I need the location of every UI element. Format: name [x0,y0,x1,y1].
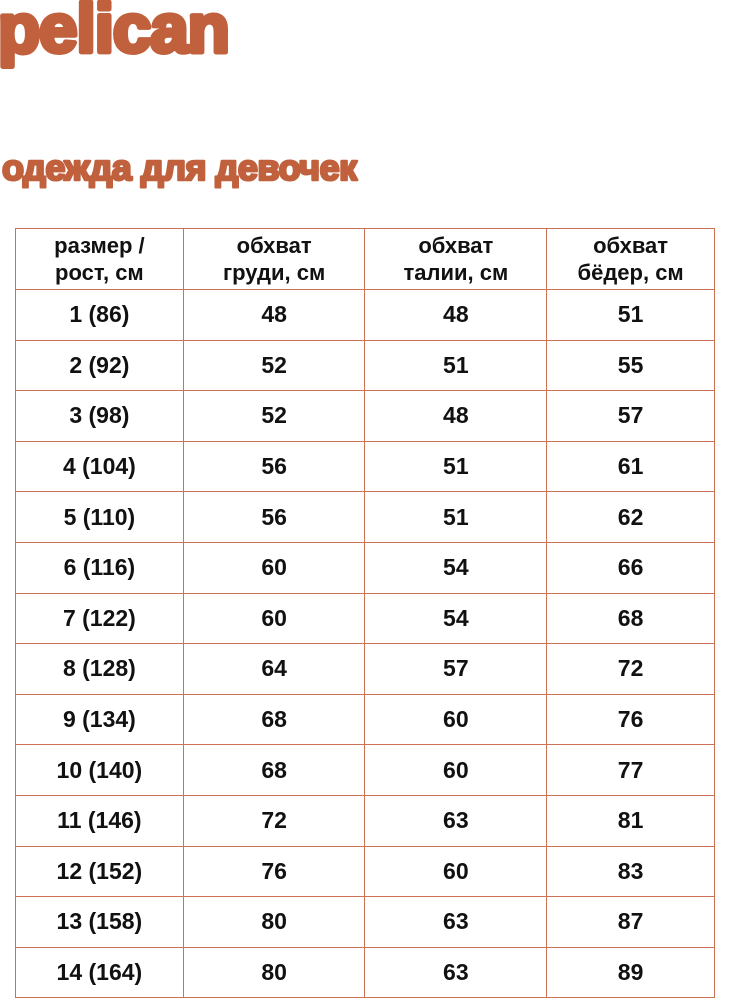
svg-text:одежда для девочек: одежда для девочек [2,147,358,188]
svg-text:pelican: pelican [0,0,229,67]
